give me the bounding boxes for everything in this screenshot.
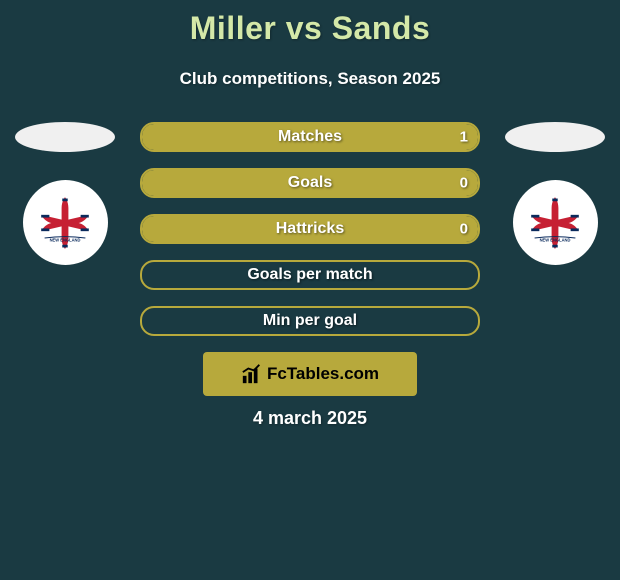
- comparison-widget: Miller vs Sands Club competitions, Seaso…: [0, 0, 620, 580]
- stat-bar-value: 0: [460, 221, 468, 238]
- stat-bar-label: Matches: [278, 128, 342, 146]
- team-badge-right: NEW ENGLAND: [513, 180, 598, 265]
- stat-bar: Matches 1: [140, 122, 480, 152]
- bar-chart-icon: [241, 363, 263, 385]
- stat-bar: Min per goal: [140, 306, 480, 336]
- revolution-logo-icon: NEW ENGLAND: [521, 189, 589, 257]
- svg-text:NEW ENGLAND: NEW ENGLAND: [540, 237, 571, 242]
- stat-bar: Goals per match: [140, 260, 480, 290]
- subtitle: Club competitions, Season 2025: [0, 69, 620, 89]
- match-date: 4 march 2025: [0, 408, 620, 429]
- stat-bar: Hattricks 0: [140, 214, 480, 244]
- stat-bar-label: Min per goal: [263, 312, 357, 330]
- team-badge-left: NEW ENGLAND: [23, 180, 108, 265]
- stat-bar-value: 0: [460, 175, 468, 192]
- stat-bar-label: Goals: [288, 174, 332, 192]
- stat-bar-value: 1: [460, 129, 468, 146]
- player-photo-placeholder-right: [505, 122, 605, 152]
- stat-bars: Matches 1 Goals 0 Hattricks 0 Goals per match M…: [140, 122, 480, 352]
- svg-text:NEW ENGLAND: NEW ENGLAND: [50, 237, 81, 242]
- stat-bar-label: Goals per match: [247, 266, 372, 284]
- stat-bar: Goals 0: [140, 168, 480, 198]
- brand-box: FcTables.com: [203, 352, 417, 396]
- brand-text: FcTables.com: [267, 364, 379, 384]
- page-title: Miller vs Sands: [0, 0, 620, 47]
- left-player-column: NEW ENGLAND: [10, 122, 120, 265]
- revolution-logo-icon: NEW ENGLAND: [31, 189, 99, 257]
- right-player-column: NEW ENGLAND: [500, 122, 610, 265]
- stat-bar-label: Hattricks: [276, 220, 344, 238]
- player-photo-placeholder-left: [15, 122, 115, 152]
